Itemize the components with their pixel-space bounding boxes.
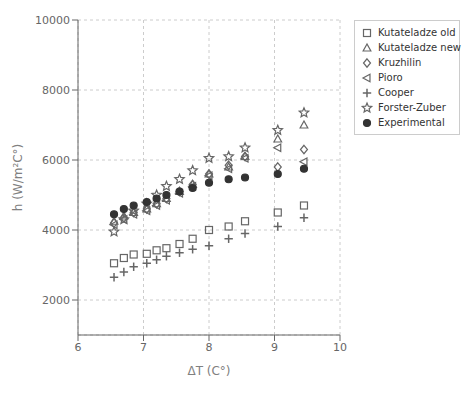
- svg-text:4000: 4000: [42, 224, 70, 237]
- svg-text:7: 7: [140, 341, 147, 354]
- svg-text:9: 9: [271, 341, 278, 354]
- html-text:Kruzhilin: Kruzhilin: [378, 57, 422, 68]
- html-text:Cooper: Cooper: [378, 87, 414, 98]
- svg-text:10000: 10000: [35, 14, 70, 27]
- svg-text:h (W/m²C°): h (W/m²C°): [11, 144, 25, 212]
- svg-text:8: 8: [206, 341, 213, 354]
- html-text:Experimental: Experimental: [378, 117, 445, 128]
- html-text:Pioro: Pioro: [378, 72, 403, 83]
- html-text:Forster-Zuber: Forster-Zuber: [378, 102, 446, 113]
- svg-text:6: 6: [75, 341, 82, 354]
- html-text:Kutateladze old: Kutateladze old: [378, 27, 456, 38]
- svg-text:2000: 2000: [42, 294, 70, 307]
- svg-text:10: 10: [333, 341, 347, 354]
- svg-text:ΔT (C°): ΔT (C°): [187, 364, 230, 378]
- svg-text:8000: 8000: [42, 84, 70, 97]
- html-text:Kutateladze new: Kutateladze new: [378, 42, 461, 53]
- svg-text:6000: 6000: [42, 154, 70, 167]
